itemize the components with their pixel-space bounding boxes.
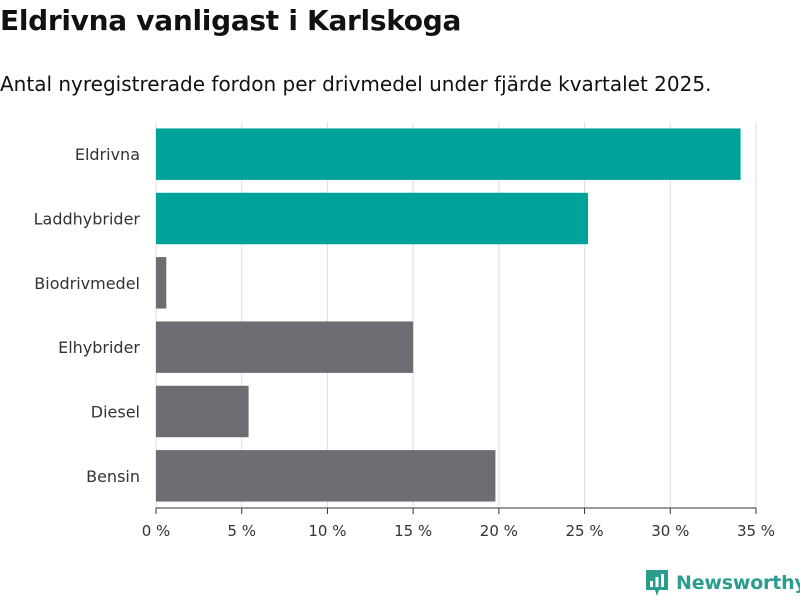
brand-logo: Newsworthy	[644, 568, 800, 598]
bar	[156, 192, 588, 245]
x-tick-label: 0 %	[142, 522, 171, 540]
bar	[156, 257, 167, 309]
x-tick-label: 25 %	[566, 522, 604, 540]
bar	[156, 450, 496, 502]
y-category-label: Biodrivmedel	[34, 274, 140, 293]
brand-name: Newsworthy	[676, 572, 800, 594]
chart-subtitle: Antal nyregistrerade fordon per drivmede…	[0, 72, 712, 96]
x-tick-label: 15 %	[394, 522, 432, 540]
y-category-label: Diesel	[91, 403, 140, 422]
y-category-label: Eldrivna	[75, 145, 140, 164]
y-category-label: Elhybrider	[58, 338, 140, 357]
x-tick-label: 35 %	[737, 522, 775, 540]
y-category-label: Bensin	[86, 467, 140, 486]
chart-title: Eldrivna vanligast i Karlskoga	[0, 4, 462, 37]
x-tick-label: 10 %	[308, 522, 346, 540]
bar	[156, 321, 414, 373]
bar	[156, 128, 741, 180]
bar	[156, 385, 249, 438]
x-tick-label: 5 %	[227, 522, 256, 540]
y-category-label: Laddhybrider	[34, 210, 141, 229]
x-tick-label: 30 %	[651, 522, 689, 540]
x-tick-label: 20 %	[480, 522, 518, 540]
newsworthy-logo-icon	[646, 570, 668, 596]
